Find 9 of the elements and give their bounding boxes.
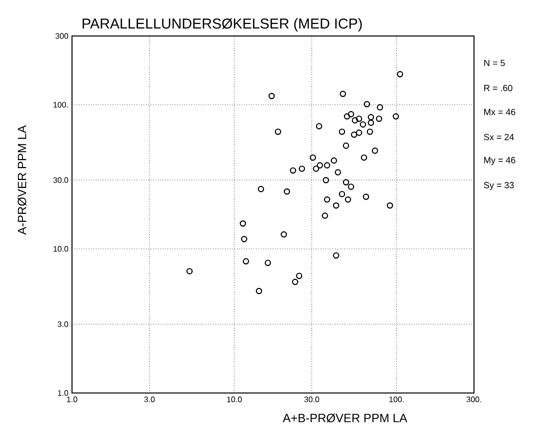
text: R = .60 <box>484 84 512 92</box>
chart-title: PARALLELLUNDERSØKELSER (MED ICP) <box>82 18 362 32</box>
y-axis-title: A-PRØVER PPM LA <box>18 125 26 235</box>
text: My = 46 <box>484 156 516 166</box>
text: Sx = 24 <box>484 134 514 140</box>
x-axis-title: A+B-PRØVER PPM LA <box>282 414 408 422</box>
text: Sy = 33 <box>484 182 514 190</box>
text: Mx = 46 <box>484 108 516 116</box>
text: N = 5 <box>484 60 505 66</box>
